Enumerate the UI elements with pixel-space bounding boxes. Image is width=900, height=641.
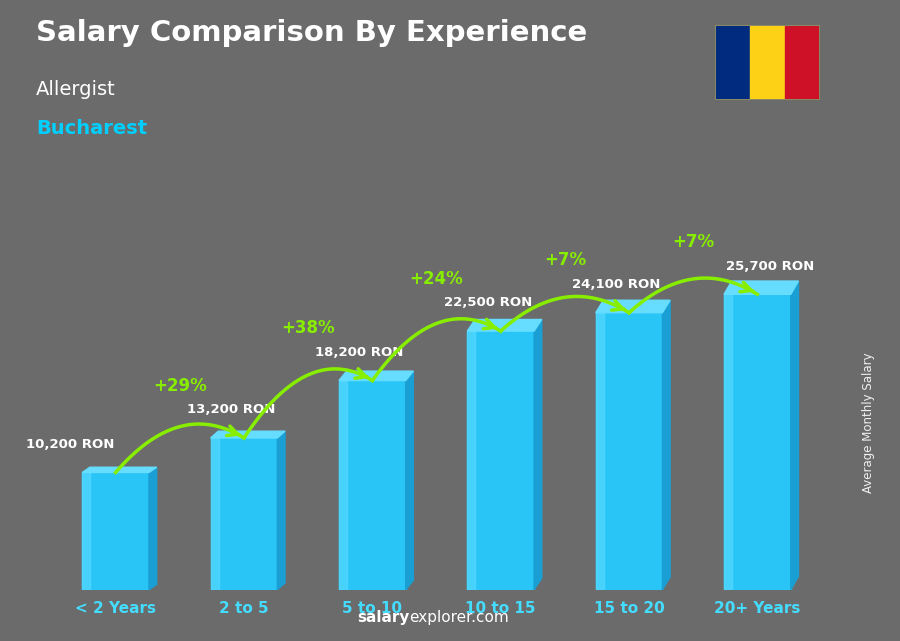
Bar <box>750 26 785 99</box>
Text: Salary Comparison By Experience: Salary Comparison By Experience <box>36 19 587 47</box>
Bar <box>724 294 732 590</box>
Text: Bucharest: Bucharest <box>36 119 147 138</box>
Polygon shape <box>596 300 670 313</box>
Text: 13,200 RON: 13,200 RON <box>187 403 275 417</box>
Text: 22,500 RON: 22,500 RON <box>444 296 532 310</box>
Polygon shape <box>277 431 285 590</box>
Polygon shape <box>467 319 542 331</box>
Polygon shape <box>406 371 413 590</box>
Bar <box>211 438 277 590</box>
Text: 24,100 RON: 24,100 RON <box>572 278 661 291</box>
Bar <box>467 331 534 590</box>
Text: +29%: +29% <box>153 377 207 395</box>
Bar <box>82 472 149 590</box>
Text: Allergist: Allergist <box>36 80 116 99</box>
Bar <box>596 313 604 590</box>
Bar <box>211 438 219 590</box>
Polygon shape <box>724 281 798 294</box>
Text: salary: salary <box>357 610 410 625</box>
Text: Average Monthly Salary: Average Monthly Salary <box>862 353 875 494</box>
Text: +38%: +38% <box>282 319 335 337</box>
Bar <box>596 313 662 590</box>
Text: 25,700 RON: 25,700 RON <box>726 260 814 272</box>
Polygon shape <box>339 371 413 381</box>
Text: +7%: +7% <box>672 233 715 251</box>
Text: 18,200 RON: 18,200 RON <box>315 346 404 359</box>
Text: 10,200 RON: 10,200 RON <box>26 438 115 451</box>
Polygon shape <box>662 300 670 590</box>
Bar <box>716 26 750 99</box>
Bar <box>724 294 791 590</box>
Text: explorer.com: explorer.com <box>410 610 509 625</box>
Polygon shape <box>211 431 285 438</box>
Polygon shape <box>149 467 157 590</box>
Text: +7%: +7% <box>544 251 586 269</box>
Bar <box>785 26 819 99</box>
Bar <box>82 472 90 590</box>
Polygon shape <box>82 467 157 472</box>
Bar <box>339 381 406 590</box>
Text: +24%: +24% <box>410 270 464 288</box>
Bar <box>339 381 347 590</box>
Polygon shape <box>534 319 542 590</box>
Polygon shape <box>791 281 798 590</box>
Bar <box>467 331 475 590</box>
